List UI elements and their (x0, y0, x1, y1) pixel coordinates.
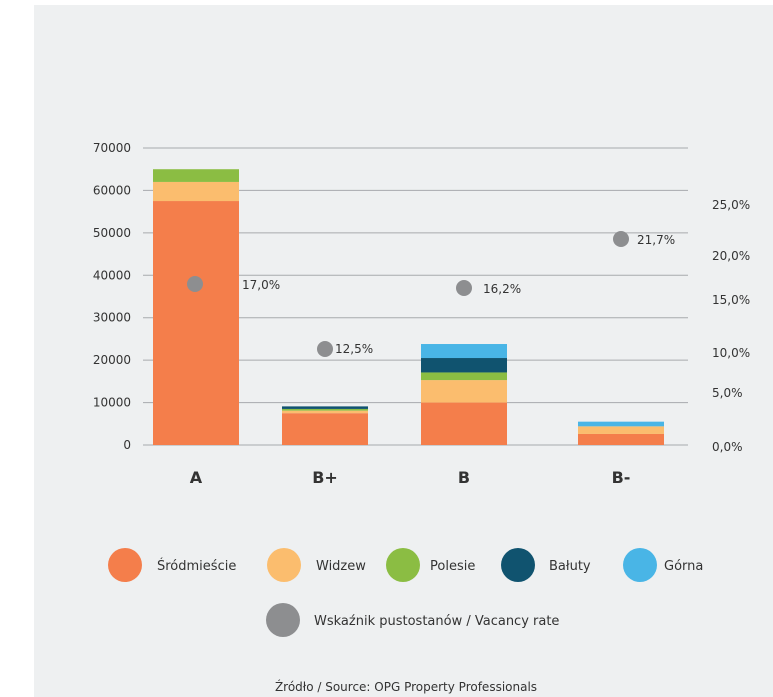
legend-swatch (108, 548, 142, 582)
left-tick-label: 70000 (93, 141, 131, 155)
bar-segment (153, 169, 239, 182)
right-tick-label: 25,0% (712, 198, 750, 212)
bar-segment (282, 408, 368, 411)
left-tick-label: 0 (123, 438, 131, 452)
left-tick-label: 20000 (93, 353, 131, 367)
left-tick-label: 50000 (93, 226, 131, 240)
legend-label: Śródmieście (157, 558, 236, 574)
bar-segment (282, 410, 368, 414)
category-labels: A B+ B B- (190, 468, 631, 487)
stacked-bars (153, 169, 664, 445)
bar-segment (282, 413, 368, 445)
vacancy-markers: 17,0% 12,5% 16,2% 21,7% (187, 231, 675, 357)
bar-segment (421, 372, 507, 381)
legend-label: Górna (664, 559, 703, 574)
right-axis-ticks: 0,0% 5,0% 10,0% 15,0% 20,0% 25,0% (712, 198, 750, 454)
bar-segment (421, 402, 507, 445)
legend-label: Polesie (430, 559, 475, 574)
left-tick-label: 40000 (93, 268, 131, 282)
legend-swatch (267, 548, 301, 582)
bar-segment (421, 358, 507, 373)
right-tick-label: 20,0% (712, 249, 750, 263)
bar-segment (578, 433, 664, 445)
category-label: B (458, 468, 470, 487)
legend-label: Bałuty (549, 559, 591, 574)
bar-segment (153, 201, 239, 445)
vacancy-dot (187, 276, 203, 292)
bar-segment (153, 181, 239, 202)
legend-swatch (386, 548, 420, 582)
left-axis-ticks: 0 10000 20000 30000 40000 50000 60000 70000 (93, 141, 131, 452)
bar-segment (578, 421, 664, 427)
legend-label: Widzew (316, 559, 366, 574)
bar-segment (421, 344, 507, 359)
legend-label-vacancy: Wskaźnik pustostanów / Vacancy rate (314, 614, 559, 629)
bar-segment (421, 380, 507, 403)
vacancy-label: 16,2% (483, 282, 521, 296)
legend-swatch-vacancy (266, 603, 300, 637)
bar-segment (578, 426, 664, 434)
vacancy-dot (456, 280, 472, 296)
bar-segment (282, 406, 368, 409)
right-tick-label: 5,0% (712, 386, 743, 400)
legend-swatch (501, 548, 535, 582)
vacancy-dot (317, 341, 333, 357)
vacancy-dot (613, 231, 629, 247)
left-tick-label: 10000 (93, 396, 131, 410)
left-tick-label: 60000 (93, 183, 131, 197)
vacancy-label: 21,7% (637, 233, 675, 247)
right-tick-label: 0,0% (712, 440, 743, 454)
right-tick-label: 15,0% (712, 293, 750, 307)
left-tick-label: 30000 (93, 311, 131, 325)
legend-swatch (623, 548, 657, 582)
vacancy-label: 17,0% (242, 278, 280, 292)
right-tick-label: 10,0% (712, 346, 750, 360)
category-label: B+ (312, 468, 338, 487)
vacancy-label: 12,5% (335, 342, 373, 356)
legend: Śródmieście Widzew Polesie Bałuty Górna Wskaź… (108, 548, 703, 637)
source-note: Źródło / Source: OPG Property Profession… (275, 679, 537, 694)
category-label: B- (612, 468, 631, 487)
category-label: A (190, 468, 203, 487)
